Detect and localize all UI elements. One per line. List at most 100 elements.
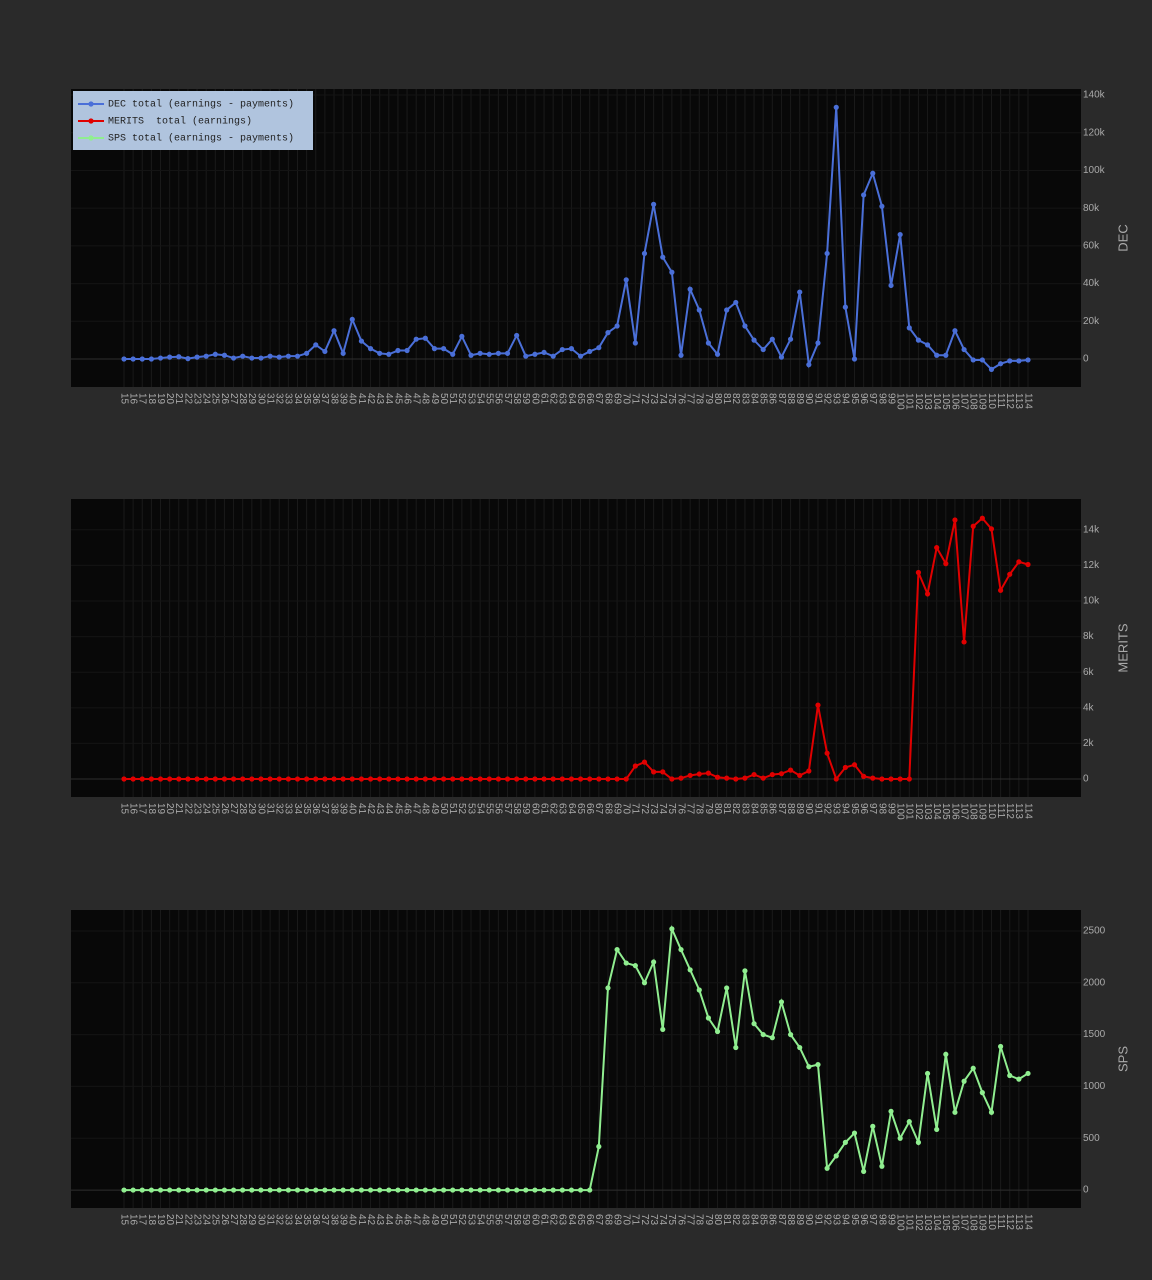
x-tick-label: 103 bbox=[922, 393, 933, 410]
data-point bbox=[1007, 571, 1013, 577]
data-point bbox=[934, 352, 940, 358]
x-tick-label: 18 bbox=[146, 803, 157, 815]
x-tick-label: 71 bbox=[630, 1214, 641, 1226]
data-point bbox=[514, 1187, 520, 1193]
x-tick-label: 106 bbox=[949, 393, 960, 410]
data-point bbox=[240, 776, 246, 782]
x-tick-label: 95 bbox=[849, 803, 860, 815]
data-point bbox=[422, 335, 428, 341]
data-point bbox=[961, 346, 967, 353]
x-tick-label: 16 bbox=[127, 803, 138, 815]
data-point bbox=[632, 340, 638, 346]
y-tick-label: 80k bbox=[1083, 203, 1100, 214]
x-tick-label: 18 bbox=[146, 393, 157, 405]
x-tick-label: 75 bbox=[666, 393, 677, 405]
x-tick-label: 25 bbox=[210, 1214, 221, 1226]
x-tick-label: 70 bbox=[621, 803, 632, 815]
data-point bbox=[778, 771, 785, 777]
data-point bbox=[322, 776, 328, 782]
data-point bbox=[340, 1187, 346, 1193]
x-tick-label: 50 bbox=[438, 803, 449, 815]
data-point bbox=[806, 1064, 812, 1070]
x-tick-label: 89 bbox=[794, 1214, 805, 1226]
data-point bbox=[431, 346, 438, 352]
y-tick-label: 8k bbox=[1083, 631, 1095, 642]
data-point bbox=[450, 351, 456, 357]
x-tick-label: 87 bbox=[776, 803, 787, 815]
data-point bbox=[203, 353, 209, 359]
x-tick-label: 87 bbox=[776, 1214, 787, 1226]
x-tick-label: 16 bbox=[127, 393, 138, 405]
x-tick-label: 33 bbox=[283, 393, 294, 405]
data-point bbox=[687, 967, 693, 973]
data-point bbox=[130, 356, 136, 362]
x-tick-label: 65 bbox=[575, 803, 586, 815]
x-tick-label: 31 bbox=[264, 803, 275, 815]
data-point bbox=[477, 350, 483, 356]
data-point bbox=[733, 1044, 739, 1051]
x-tick-label: 44 bbox=[383, 803, 394, 815]
data-point bbox=[842, 764, 848, 771]
x-tick-label: 58 bbox=[511, 1214, 522, 1226]
data-point bbox=[651, 959, 657, 965]
x-tick-label: 41 bbox=[356, 393, 367, 405]
data-point bbox=[185, 776, 191, 782]
x-tick-label: 68 bbox=[602, 393, 613, 405]
x-tick-label: 39 bbox=[338, 1214, 349, 1226]
data-point bbox=[833, 104, 839, 110]
x-tick-label: 57 bbox=[502, 393, 513, 405]
x-tick-label: 41 bbox=[356, 1214, 367, 1226]
x-tick-label: 46 bbox=[401, 803, 412, 815]
data-point bbox=[349, 1187, 355, 1193]
x-tick-label: 92 bbox=[821, 1214, 832, 1226]
data-point bbox=[879, 203, 885, 209]
data-point bbox=[514, 332, 520, 339]
x-tick-label: 104 bbox=[931, 393, 942, 410]
x-tick-label: 110 bbox=[986, 803, 997, 819]
data-point bbox=[413, 776, 419, 782]
x-tick-label: 68 bbox=[602, 1214, 613, 1226]
data-point bbox=[632, 763, 638, 769]
x-tick-label: 43 bbox=[374, 803, 385, 815]
y-tick-label: 0 bbox=[1083, 354, 1089, 365]
data-point bbox=[148, 1187, 154, 1193]
data-point bbox=[577, 1187, 584, 1193]
x-tick-label: 74 bbox=[657, 803, 668, 815]
x-tick-label: 57 bbox=[502, 803, 513, 815]
data-point bbox=[988, 366, 995, 372]
x-tick-label: 53 bbox=[465, 393, 476, 405]
data-point bbox=[367, 346, 374, 352]
x-tick-label: 97 bbox=[867, 1214, 878, 1226]
data-point bbox=[194, 1187, 200, 1193]
x-tick-label: 60 bbox=[529, 803, 540, 815]
x-tick-label: 18 bbox=[146, 1214, 157, 1226]
x-tick-label: 83 bbox=[739, 1214, 750, 1226]
data-point bbox=[167, 354, 173, 360]
x-tick-label: 21 bbox=[173, 393, 184, 405]
data-point bbox=[842, 304, 848, 310]
y-tick-label: 2500 bbox=[1083, 926, 1106, 937]
x-tick-label: 96 bbox=[858, 1214, 869, 1226]
x-tick-label: 94 bbox=[840, 1214, 851, 1226]
x-tick-label: 114 bbox=[1022, 1214, 1033, 1230]
x-tick-label: 108 bbox=[968, 393, 979, 410]
data-point bbox=[623, 277, 629, 283]
data-point bbox=[203, 1187, 209, 1193]
x-tick-label: 64 bbox=[566, 393, 577, 405]
data-point bbox=[906, 776, 912, 782]
x-tick-label: 36 bbox=[310, 1214, 321, 1226]
data-point bbox=[285, 1187, 291, 1193]
data-point bbox=[833, 776, 839, 782]
x-tick-label: 48 bbox=[420, 393, 431, 405]
x-tick-label: 42 bbox=[365, 1214, 376, 1226]
data-point bbox=[495, 776, 501, 782]
data-point bbox=[934, 1126, 940, 1133]
data-point bbox=[486, 776, 492, 782]
data-point bbox=[395, 347, 401, 354]
data-point bbox=[331, 1187, 337, 1193]
x-tick-label: 59 bbox=[520, 1214, 531, 1226]
x-tick-label: 112 bbox=[1004, 803, 1015, 819]
data-point bbox=[176, 354, 182, 360]
x-tick-label: 42 bbox=[365, 393, 376, 405]
x-tick-label: 51 bbox=[447, 803, 458, 815]
